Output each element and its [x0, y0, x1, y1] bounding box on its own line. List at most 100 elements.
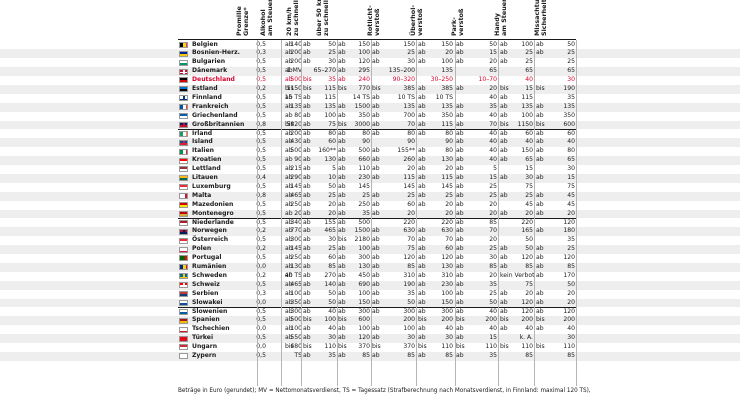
cell-value: 30 [567, 76, 575, 84]
cell-prefix: ab [456, 218, 464, 226]
cell-value: 15 TS [284, 93, 302, 101]
country-name: Ungarn [192, 343, 218, 351]
cell-prefix: ab [456, 58, 464, 66]
cell-value: 0,2 [256, 271, 266, 279]
cell-value: 20 [489, 58, 497, 66]
cell-prefix: ab [418, 307, 426, 315]
cell-prefix: ab [456, 85, 464, 92]
country-name: Schweden [192, 271, 227, 279]
flag-icon [179, 68, 188, 75]
cell-value: 340 [290, 218, 302, 226]
table-row: Schweiz 0,5 ab 465 ab 140 ab 690 ab 190 ab 230 ab 35 7… [0, 280, 740, 290]
cell-prefix: ab [338, 182, 346, 190]
cell-prefix: ab [536, 40, 544, 48]
cell-prefix: ab [456, 49, 464, 57]
table-row: Litauen 0,4 ab 290 ab 10 ab 230 ab 115 ab 115 ab 15 ab… [0, 174, 740, 183]
cell-value: 20 [525, 209, 533, 217]
cell-prefix: ab [338, 147, 346, 155]
cell-prefix: ab [500, 245, 508, 253]
cell-value: 40 [489, 111, 497, 119]
cell-value: 145 [441, 182, 453, 190]
flag-icon [179, 50, 188, 57]
cell-prefix: ab [456, 325, 464, 333]
cell-prefix: ab [456, 334, 464, 342]
cell-prefix: ab [338, 129, 346, 137]
cell-value: 295 [358, 67, 370, 75]
cell-value: 5 [493, 165, 497, 173]
cell-prefix: ab [303, 236, 311, 244]
cell-value: 25 [567, 245, 575, 253]
cell-value: 660 [358, 156, 370, 164]
cell-prefix: ab [285, 271, 293, 279]
cell-prefix: ab [303, 49, 311, 57]
cell-value: 1500 [354, 227, 370, 235]
cell-value: 0,5 [256, 165, 266, 173]
cell-value: 85 [362, 352, 370, 359]
table-row: Estland 0,2 bis 1150 bis 115 bis 770 bis 385 ab 385… [0, 85, 740, 94]
cell-value: 30 [328, 236, 336, 244]
cell-value: 100 [290, 289, 302, 297]
cell-value: 0,5 [256, 40, 266, 48]
cell-value: 100 [324, 316, 336, 324]
cell-value: 20 [567, 289, 575, 297]
country-name: Spanien [192, 316, 220, 324]
table-row: Bosnien-Herz. 0,3 ab 200 ab 25 ab 100 ab 25 ab 20 ab… [0, 49, 740, 59]
cell-prefix: ab [338, 191, 346, 199]
flag-icon [179, 228, 188, 235]
cell-value: 65 [525, 156, 533, 164]
cell-value: TS [294, 352, 302, 359]
cell-prefix: ab [285, 174, 293, 181]
table-row: Luxemburg 0,5 ab 145 ab 50 ab 145 145 ab 145 ab 25 75… [0, 183, 740, 192]
column-divider [337, 40, 338, 386]
cell-prefix: ab [500, 93, 508, 101]
cell-value: 20 [489, 271, 497, 279]
flag-icon [179, 41, 188, 48]
cell-value: 30 [445, 334, 453, 342]
cell-value: 20 [567, 209, 575, 217]
cell-prefix: ab [303, 156, 311, 164]
cell-value: 85 [567, 352, 575, 359]
country-name: Malta [192, 191, 212, 199]
cell-value: 100 [358, 289, 370, 297]
flag-icon [179, 264, 188, 271]
table-row: Dänemark 0,5 ab 1 MV 65–270 ab 295 135–200 135 65… [0, 67, 740, 77]
table-row: Montenegro 0,5 ab 20 ab 20 ab 35 ab 20 20 ab 20 ab 20 a… [0, 209, 740, 219]
cell-prefix: ab [303, 218, 311, 226]
column-divider [534, 40, 535, 386]
cell-value: 20 [328, 200, 336, 208]
cell-prefix: ab [500, 325, 508, 333]
cell-value: 40 [489, 325, 497, 333]
cell-value: 40 [489, 156, 497, 164]
cell-value: 165 [521, 227, 533, 235]
cell-prefix: bis [285, 120, 294, 128]
cell-prefix: ab [536, 200, 544, 208]
cell-value: 50 [525, 245, 533, 253]
cell-prefix: ab [500, 102, 508, 110]
cell-value: 85 [489, 218, 497, 226]
country-name: Island [192, 138, 213, 146]
cell-prefix: ab [285, 289, 293, 297]
flag-icon [179, 326, 188, 333]
cell-prefix: ab [303, 271, 311, 279]
cell-prefix: bis [456, 343, 465, 351]
cell-value: 50 [567, 280, 575, 288]
cell-value: 140 [290, 40, 302, 48]
cell-prefix: ab [536, 263, 544, 270]
cell-value: 500 [358, 147, 370, 155]
group-divider [178, 307, 576, 308]
column-header-label: Park- verstoß [450, 8, 465, 37]
column-header: Handy am Steuer [493, 0, 508, 36]
cell-prefix: ab [303, 352, 311, 359]
flag-icon [179, 166, 188, 173]
table-row: Belgien 0,5 ab 140 ab 50 ab 150 ab 150 ab 150 ab 50 ab… [0, 41, 740, 50]
cell-prefix: ab [338, 227, 346, 235]
cell-value: 60 [567, 129, 575, 137]
cell-prefix: ab [285, 129, 293, 137]
cell-value: 25 [489, 191, 497, 199]
table-row: Norwegen 0,2 ab 770 ab 465 ab 1500 ab 630 ab 630 ab 7… [0, 227, 740, 237]
cell-prefix: ab [338, 307, 346, 315]
flag-icon [179, 273, 188, 280]
flag-icon [179, 77, 188, 84]
cell-prefix: ab [418, 102, 426, 110]
table-row: Malta 0,8 ab 465 ab 25 ab 25 ab 25 ab 25 ab 25 ab 25 ab 4… [0, 191, 740, 201]
